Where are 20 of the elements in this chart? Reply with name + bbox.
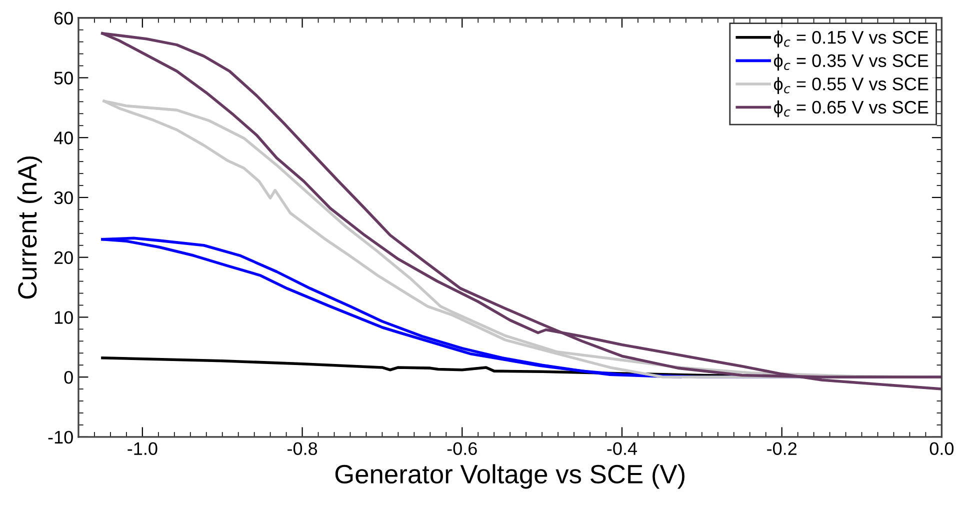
legend-label: ϕ$_{c}$ = 0.35 V vs SCE: [774, 54, 928, 71]
y-axis-title: Current (nA): [17, 156, 42, 299]
x-tick-label: -1.0: [128, 442, 158, 456]
legend-label: ϕ$_{c}$ = 0.15 V vs SCE: [774, 30, 928, 48]
legend-label: ϕ$_{c}$ = 0.65 V vs SCE: [774, 100, 928, 118]
x-axis-title: Generator Voltage vs SCE (V): [335, 464, 684, 489]
y-tick-label: 50: [54, 72, 73, 84]
x-tick-label: 0.0: [930, 442, 954, 456]
x-tick-label: -0.2: [767, 442, 796, 456]
y-tick-label: 0: [64, 370, 73, 384]
y-tick-label: 10: [54, 311, 73, 324]
y-tick-label: -10: [48, 430, 73, 444]
y-tick-label: 20: [54, 251, 73, 264]
y-tick-label: 40: [54, 132, 73, 144]
y-tick-label: 60: [54, 12, 73, 25]
y-tick-label: 30: [54, 191, 73, 204]
legend-label: ϕ$_{c}$ = 0.55 V vs SCE: [774, 77, 928, 94]
x-tick-label: -0.8: [288, 442, 318, 456]
x-tick-label: -0.4: [607, 442, 638, 456]
x-tick-label: -0.6: [447, 442, 477, 456]
